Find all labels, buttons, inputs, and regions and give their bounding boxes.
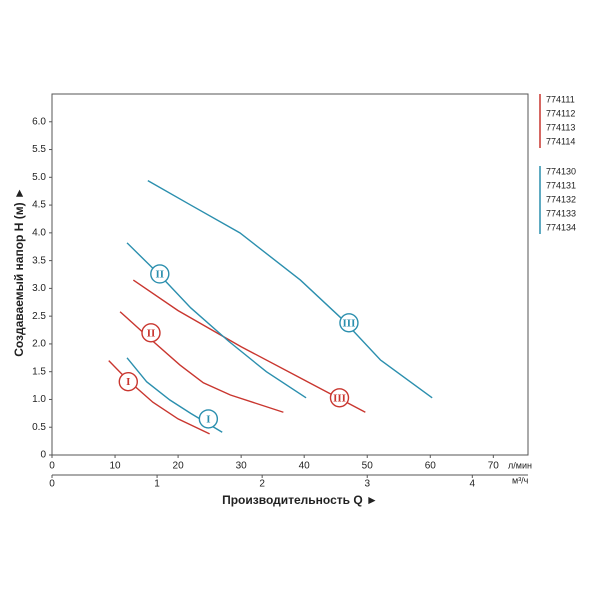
y-tick-label: 6.0 bbox=[32, 116, 46, 127]
curve bbox=[147, 180, 433, 399]
x-tick-label: 70 bbox=[488, 461, 500, 472]
legend-code: 774111 bbox=[546, 94, 575, 104]
x-tick-label: 20 bbox=[173, 461, 185, 472]
y-tick-label: 3.5 bbox=[32, 255, 46, 266]
legend-code: 774132 bbox=[546, 194, 576, 204]
y-tick-label: 2.0 bbox=[32, 339, 46, 350]
curve-label: III bbox=[343, 317, 356, 329]
y-tick-label: 0 bbox=[40, 450, 46, 461]
curve-label-circle bbox=[198, 409, 219, 429]
curve-label-circle bbox=[339, 313, 359, 333]
x-tick-label: 30 bbox=[236, 461, 248, 472]
curve-label: I bbox=[126, 376, 130, 388]
legend-code: 774113 bbox=[546, 122, 575, 132]
curve-label-circle bbox=[141, 323, 161, 343]
curve-label: II bbox=[156, 268, 165, 280]
legend-code: 774114 bbox=[546, 136, 575, 146]
curve-label: I bbox=[206, 413, 210, 425]
y-axis-label: Создаваемый напор H (м) ► bbox=[12, 187, 26, 357]
curve bbox=[126, 242, 307, 399]
legend-code: 774131 bbox=[546, 180, 576, 190]
x-tick-label: 60 bbox=[425, 461, 437, 472]
curve bbox=[108, 360, 210, 435]
x-axis-label: Производительность Q ► bbox=[222, 493, 378, 507]
x-tick-label: 10 bbox=[109, 461, 121, 472]
y-tick-label: 4.5 bbox=[32, 200, 46, 211]
plot-frame bbox=[51, 93, 529, 456]
x-tick-label: 0 bbox=[49, 461, 55, 472]
y-tick-label: 1.0 bbox=[32, 394, 46, 405]
curve-label-circle bbox=[150, 264, 170, 284]
curve-label: II bbox=[147, 327, 156, 339]
curve bbox=[132, 279, 366, 413]
y-tick-label: 1.5 bbox=[32, 366, 46, 377]
x2-tick-label: 1 bbox=[154, 479, 160, 490]
x2-tick-label: 3 bbox=[364, 479, 370, 490]
legend-code: 774130 bbox=[546, 166, 576, 176]
legend-code: 774133 bbox=[546, 208, 576, 218]
x2-unit: м³/ч bbox=[512, 475, 529, 485]
curve-label: III bbox=[333, 392, 346, 404]
x2-tick-label: 4 bbox=[470, 479, 476, 490]
curve-label-circle bbox=[118, 371, 138, 392]
curve-label-circle bbox=[329, 388, 350, 408]
x-tick-label: 50 bbox=[362, 461, 374, 472]
y-tick-label: 3.0 bbox=[32, 283, 46, 294]
y-tick-label: 5.5 bbox=[32, 144, 46, 155]
x-unit: л/мин bbox=[508, 460, 532, 470]
y-tick-label: 2.5 bbox=[32, 311, 46, 322]
x2-tick-label: 2 bbox=[259, 479, 265, 490]
legend-code: 774112 bbox=[546, 108, 575, 118]
x-tick-label: 40 bbox=[299, 461, 311, 472]
legend-code: 774134 bbox=[546, 222, 576, 232]
y-tick-label: 5.0 bbox=[32, 172, 46, 183]
y-tick-label: 4.0 bbox=[32, 227, 46, 238]
y-tick-label: 0.5 bbox=[32, 422, 46, 433]
x2-tick-label: 0 bbox=[49, 479, 55, 490]
